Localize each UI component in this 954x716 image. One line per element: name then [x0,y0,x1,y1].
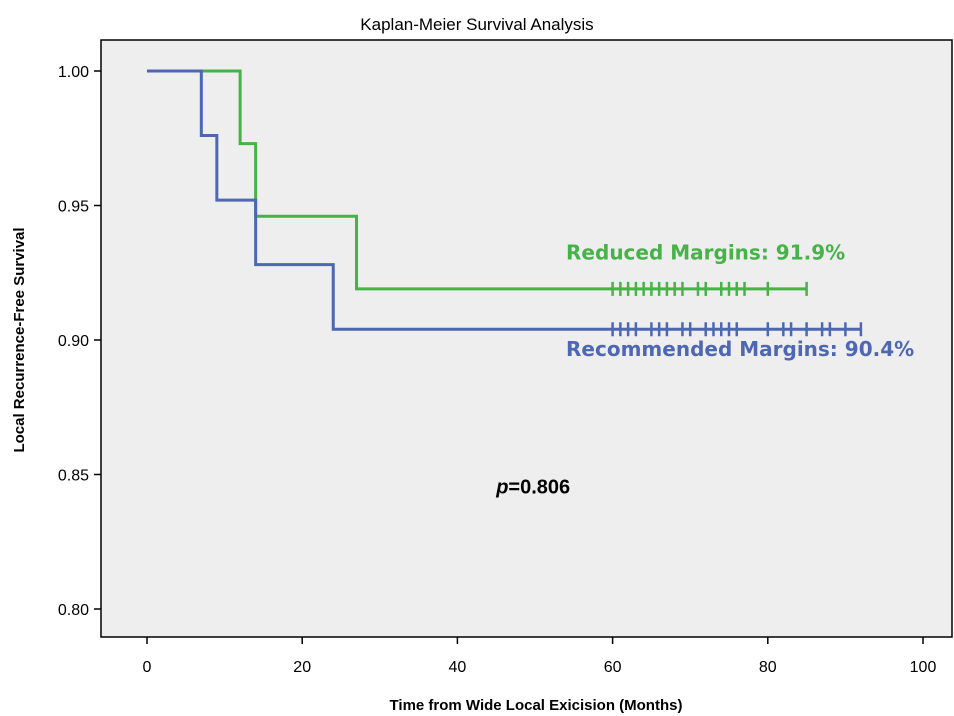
y-tick-label: 0.80 [58,602,89,619]
series-layer [147,69,863,337]
labels-layer: Reduced Margins: 91.9% Recommended Margin… [495,240,914,498]
x-tick-label: 0 [143,659,152,676]
p-value-annotation: p=0.806 [495,476,570,498]
chart-title: Kaplan-Meier Survival Analysis [360,15,593,34]
x-tick-label: 80 [759,659,777,676]
series-reduced-margins [147,69,808,296]
survival-curve-reduced-margins [147,69,807,291]
x-tick-label: 20 [293,659,311,676]
y-tick-label: 1.00 [58,64,89,81]
y-axis-label: Local Recurrence-Free Survival [11,227,28,452]
plot-area [100,39,953,638]
y-tick-label: 0.90 [58,333,89,350]
x-tick-label: 100 [910,659,937,676]
x-axis-label: Time from Wide Local Exicision (Months) [390,697,683,714]
y-tick-label: 0.95 [58,199,89,216]
survival-curve-recommended-margins [147,69,861,331]
x-tick-label: 40 [449,659,467,676]
x-tick-label: 60 [604,659,622,676]
y-tick-label: 0.85 [58,468,89,485]
series-label-reduced-margins: Reduced Margins: 91.9% [566,240,845,264]
series-label-recommended-margins: Recommended Margins: 90.4% [566,337,914,361]
axes: 0.80 0.85 0.90 0.95 1.00 0 20 40 60 80 100 [58,64,937,676]
series-recommended-margins [147,69,863,337]
